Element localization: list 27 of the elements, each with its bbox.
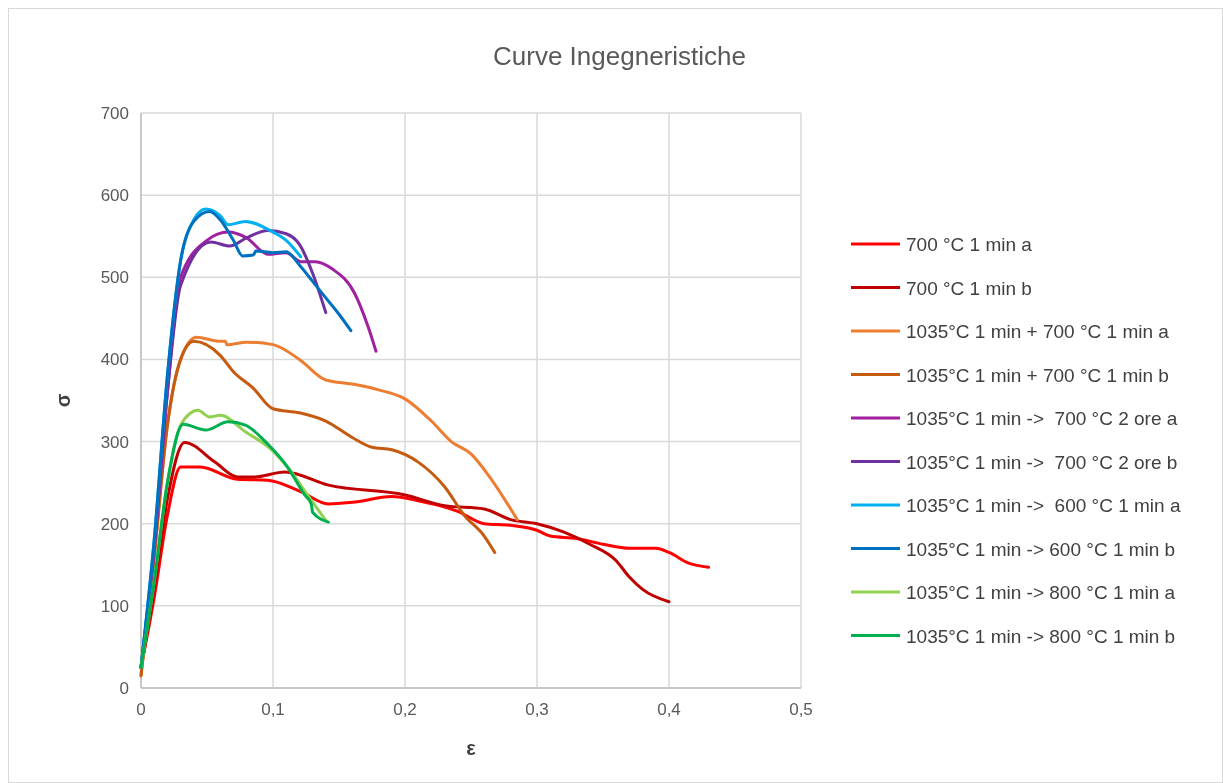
x-tick-label: 0,4 — [657, 700, 681, 719]
y-tick-label: 100 — [100, 596, 129, 616]
legend-label: 700 °C 1 min b — [906, 277, 1032, 299]
y-tick-label: 600 — [100, 186, 129, 206]
legend-label: 1035°C 1 min + 700 °C 1 min a — [906, 321, 1170, 342]
legend-label: 1035°C 1 min -> 800 °C 1 min b — [906, 625, 1176, 647]
y-tick-label: 200 — [100, 514, 129, 534]
y-tick-label: 400 — [100, 350, 129, 370]
legend-label: 1035°C 1 min -> 700 °C 2 ore b — [906, 451, 1178, 473]
x-axis-title: ε — [466, 737, 477, 759]
y-tick-label: 700 — [100, 104, 129, 123]
x-tick-label: 0,5 — [789, 700, 813, 719]
legend-label: 1035°C 1 min -> 600 °C 1 min b — [906, 538, 1176, 560]
chart-title: Curve Ingegneristiche — [493, 41, 746, 71]
legend-label: 1035°C 1 min -> 700 °C 2 ore a — [906, 408, 1178, 429]
x-tick-label: 0 — [136, 700, 146, 719]
y-tick-label: 0 — [119, 679, 129, 698]
y-tick-label: 300 — [100, 432, 129, 452]
x-tick-label: 0,3 — [525, 700, 549, 719]
x-tick-label: 0,1 — [261, 700, 285, 719]
legend-label: 1035°C 1 min -> 800 °C 1 min a — [906, 582, 1176, 603]
x-tick-label: 0,2 — [393, 700, 417, 719]
legend-label: 700 °C 1 min a — [906, 234, 1033, 255]
legend-label: 1035°C 1 min -> 600 °C 1 min a — [906, 495, 1181, 516]
y-tick-label: 500 — [100, 268, 129, 288]
y-axis-title: σ — [52, 393, 74, 408]
legend-label: 1035°C 1 min + 700 °C 1 min b — [906, 364, 1169, 386]
